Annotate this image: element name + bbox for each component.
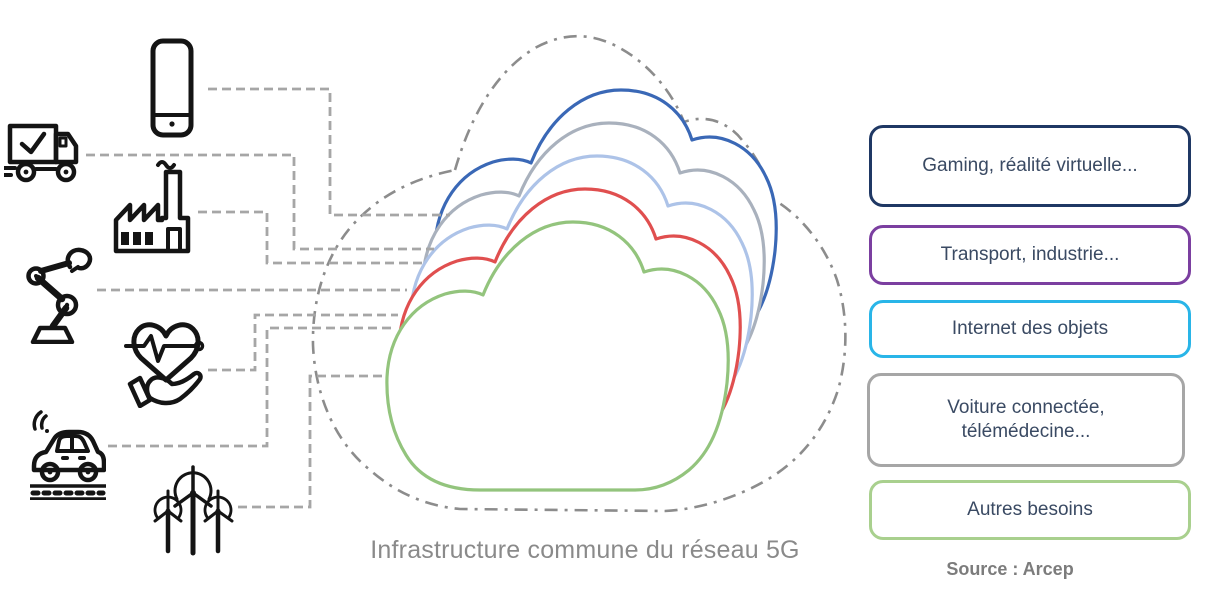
- wind-turbines-icon: [153, 465, 234, 556]
- connector-smartphone: [208, 87, 450, 217]
- smartphone-icon: [150, 38, 194, 138]
- legend-box-voiture: Voiture connectée, télémédecine...: [867, 373, 1185, 467]
- legend-box-autres: Autres besoins: [869, 480, 1191, 540]
- connector-truck: [86, 153, 434, 251]
- connector-heart: [208, 313, 398, 372]
- heart-telemedicine-icon: [124, 322, 205, 408]
- legend-label: Internet des objets: [951, 318, 1109, 340]
- legend-box-gaming: Gaming, réalité virtuelle...: [869, 125, 1191, 207]
- robot-arm-icon: [26, 247, 93, 344]
- legend-label: Autres besoins: [967, 499, 1093, 521]
- delivery-truck-icon: [4, 123, 79, 183]
- connector-turbines: [238, 374, 385, 509]
- factory-icon: [113, 160, 191, 254]
- source-note: Source : Arcep: [946, 559, 1074, 579]
- connector-car: [108, 326, 392, 448]
- legend-label: Transport, industrie...: [940, 244, 1120, 266]
- legend-box-iot: Internet des objets: [869, 300, 1191, 358]
- legend-label: Voiture connectée, télémédecine...: [947, 397, 1105, 442]
- outer-cloud-outline: [311, 34, 847, 513]
- legend-box-transport: Transport, industrie...: [869, 225, 1191, 285]
- connector-factory: [198, 210, 424, 265]
- connected-car-icon: [30, 410, 106, 500]
- diagram-title: Infrastructure commune du réseau 5G: [370, 536, 800, 564]
- legend-label: Gaming, réalité virtuelle...: [922, 155, 1138, 177]
